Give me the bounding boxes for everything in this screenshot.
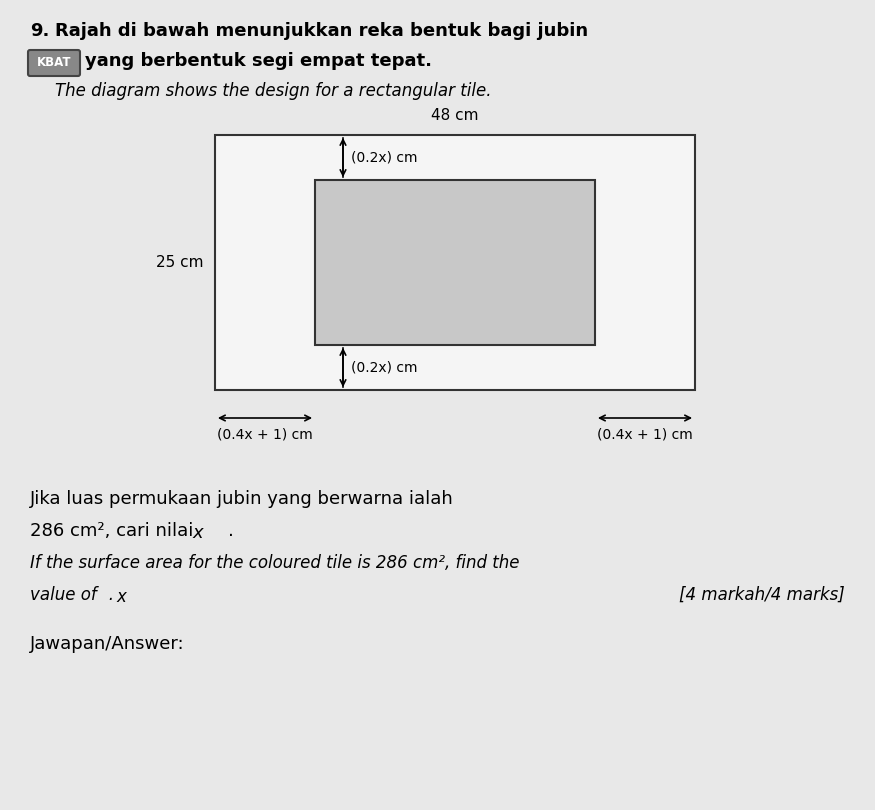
Text: Rajah di bawah menunjukkan reka bentuk bagi jubin: Rajah di bawah menunjukkan reka bentuk b… (55, 22, 588, 40)
Text: 48 cm: 48 cm (431, 108, 479, 123)
Text: KBAT: KBAT (37, 57, 71, 70)
Text: Jika luas permukaan jubin yang berwarna ialah: Jika luas permukaan jubin yang berwarna … (30, 490, 454, 508)
Text: If the surface area for the coloured tile is 286 cm², find the: If the surface area for the coloured til… (30, 554, 520, 572)
Text: x: x (116, 588, 126, 606)
Text: (0.4x + 1) cm: (0.4x + 1) cm (217, 428, 313, 442)
Text: (0.2x) cm: (0.2x) cm (351, 151, 417, 164)
Text: 286 cm², cari nilai         .: 286 cm², cari nilai . (30, 522, 234, 540)
Text: [4 markah/4 marks]: [4 markah/4 marks] (679, 586, 845, 604)
FancyBboxPatch shape (28, 50, 80, 76)
Text: 9.: 9. (30, 22, 49, 40)
Text: The diagram shows the design for a rectangular tile.: The diagram shows the design for a recta… (55, 82, 492, 100)
Text: x: x (192, 524, 203, 542)
Text: (0.2x) cm: (0.2x) cm (351, 360, 417, 374)
Text: (0.4x + 1) cm: (0.4x + 1) cm (597, 428, 693, 442)
Text: yang berbentuk segi empat tepat.: yang berbentuk segi empat tepat. (85, 52, 432, 70)
Bar (315, 180, 595, 345)
Text: Jawapan/Answer:: Jawapan/Answer: (30, 635, 185, 653)
Text: value of   .: value of . (30, 586, 114, 604)
Text: 25 cm: 25 cm (156, 255, 203, 270)
Bar (215, 135, 695, 390)
